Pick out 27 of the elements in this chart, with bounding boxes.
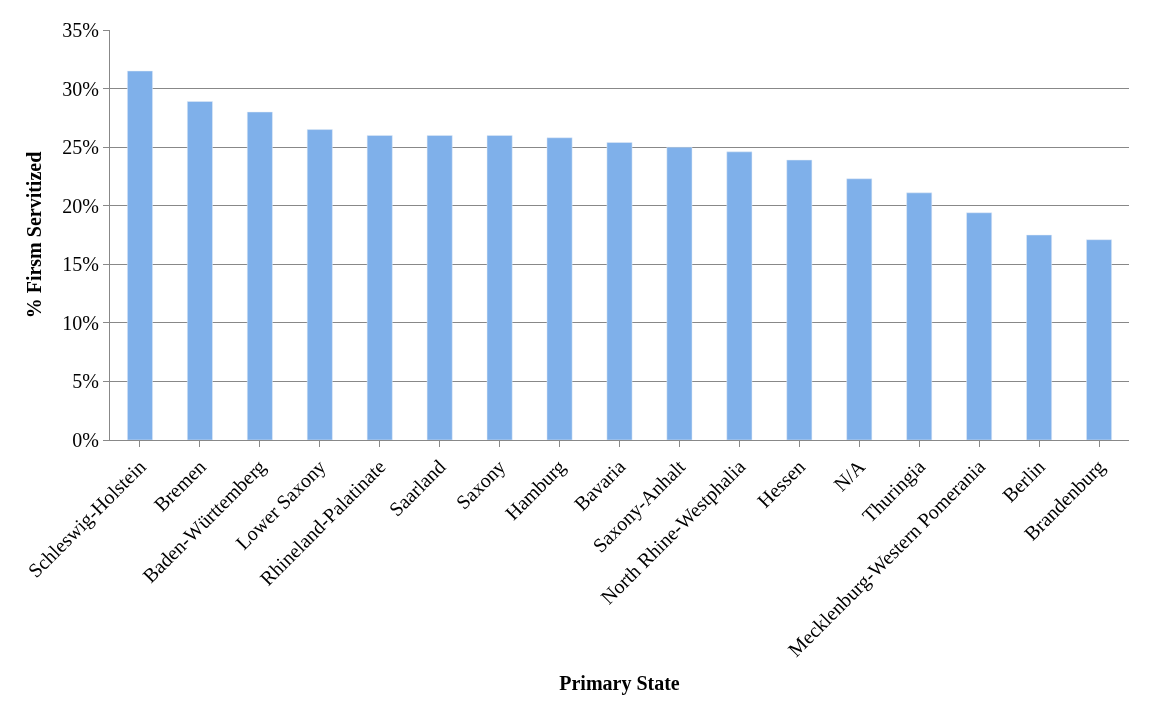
bar	[906, 192, 933, 440]
y-tick-label: 25%	[62, 136, 99, 159]
y-axis-title: % Firsm Servitized	[22, 151, 45, 319]
bar	[546, 137, 573, 440]
bar	[306, 129, 333, 440]
bar	[846, 178, 873, 440]
y-tick-label: 35%	[62, 19, 99, 41]
bar	[366, 135, 393, 440]
bar	[666, 146, 693, 440]
bar	[486, 135, 513, 440]
x-axis-title: Primary State	[559, 671, 680, 695]
bar	[966, 212, 992, 440]
y-tick-label: 5%	[72, 370, 99, 393]
bar	[786, 159, 813, 440]
bar	[187, 101, 213, 440]
bar	[247, 111, 273, 440]
bar	[1026, 234, 1052, 440]
y-tick-label: 15%	[62, 253, 99, 276]
y-tick-label: 20%	[62, 194, 99, 217]
bar	[1086, 239, 1112, 440]
bar	[127, 70, 153, 440]
y-tick-label: 0%	[72, 429, 99, 451]
bar	[726, 151, 753, 440]
bar	[426, 135, 453, 440]
y-tick-label: 10%	[62, 311, 99, 334]
y-tick-label: 30%	[62, 77, 99, 100]
bar	[606, 142, 633, 440]
